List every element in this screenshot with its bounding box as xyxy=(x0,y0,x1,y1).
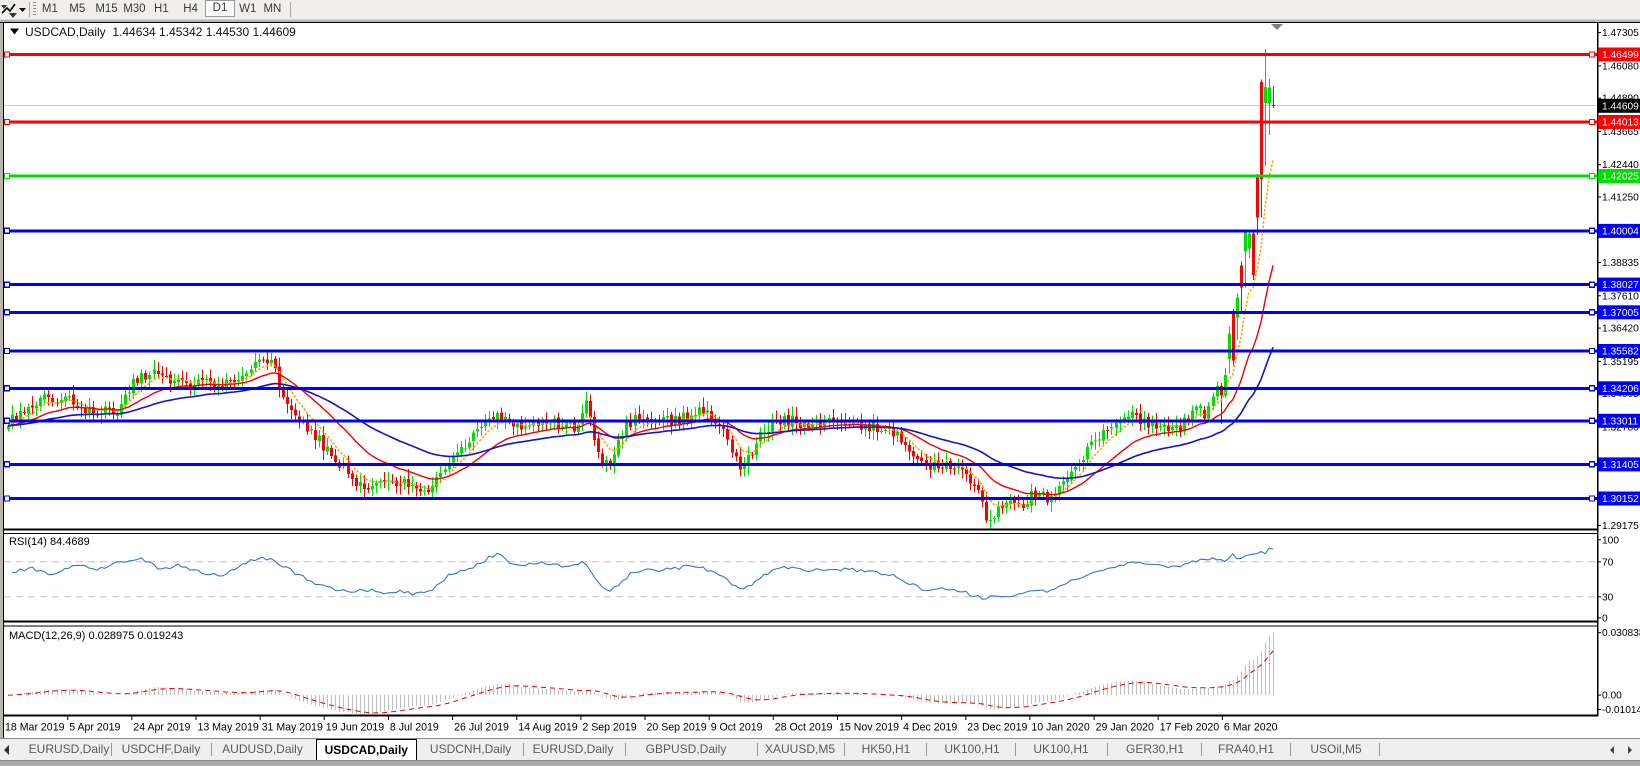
svg-text:1.44609: 1.44609 xyxy=(1602,101,1639,112)
svg-text:1.46080: 1.46080 xyxy=(1602,61,1639,72)
svg-text:1.38027: 1.38027 xyxy=(1602,280,1639,291)
svg-text:100: 100 xyxy=(1602,535,1619,546)
svg-text:0.030838: 0.030838 xyxy=(1602,628,1640,639)
svg-text:1.37005: 1.37005 xyxy=(1602,308,1639,319)
svg-text:19 Jun 2019: 19 Jun 2019 xyxy=(326,722,384,734)
svg-text:4 Dec 2019: 4 Dec 2019 xyxy=(903,722,957,734)
svg-text:29 Jan 2020: 29 Jan 2020 xyxy=(1096,722,1154,734)
svg-text:0: 0 xyxy=(1602,613,1608,624)
svg-text:1.46499: 1.46499 xyxy=(1602,50,1639,61)
svg-text:5 Apr 2019: 5 Apr 2019 xyxy=(69,722,120,734)
svg-text:8 Jul 2019: 8 Jul 2019 xyxy=(390,722,439,734)
svg-text:26 Jul 2019: 26 Jul 2019 xyxy=(454,722,509,734)
svg-text:31 May 2019: 31 May 2019 xyxy=(262,722,323,734)
svg-text:1.41250: 1.41250 xyxy=(1602,193,1639,204)
svg-text:13 May 2019: 13 May 2019 xyxy=(198,722,259,734)
svg-text:1.37610: 1.37610 xyxy=(1602,291,1639,302)
svg-text:1.35582: 1.35582 xyxy=(1602,347,1639,358)
svg-text:1.33011: 1.33011 xyxy=(1602,416,1638,427)
svg-text:1.42440: 1.42440 xyxy=(1602,160,1639,171)
svg-text:18 Mar 2019: 18 Mar 2019 xyxy=(5,722,65,734)
svg-text:1.32780: 1.32780 xyxy=(1602,423,1639,434)
svg-text:1.31405: 1.31405 xyxy=(1602,460,1639,471)
svg-text:1.36420: 1.36420 xyxy=(1602,324,1639,335)
svg-text:10 Jan 2020: 10 Jan 2020 xyxy=(1031,722,1089,734)
svg-text:9 Oct 2019: 9 Oct 2019 xyxy=(711,722,763,734)
svg-text:24 Apr 2019: 24 Apr 2019 xyxy=(133,722,190,734)
svg-text:6 Mar 2020: 6 Mar 2020 xyxy=(1224,722,1278,734)
svg-text:1.29175: 1.29175 xyxy=(1602,521,1639,532)
svg-text:17 Feb 2020: 17 Feb 2020 xyxy=(1160,722,1220,734)
svg-text:20 Sep 2019: 20 Sep 2019 xyxy=(647,722,707,734)
svg-text:1.38835: 1.38835 xyxy=(1602,258,1639,269)
svg-text:1.40004: 1.40004 xyxy=(1602,226,1639,237)
svg-text:70: 70 xyxy=(1602,557,1614,568)
svg-text:28 Oct 2019: 28 Oct 2019 xyxy=(775,722,833,734)
svg-text:15 Nov 2019: 15 Nov 2019 xyxy=(839,722,899,734)
svg-text:-0.010144: -0.010144 xyxy=(1602,705,1640,716)
svg-text:2 Sep 2019: 2 Sep 2019 xyxy=(582,722,636,734)
svg-text:1.30152: 1.30152 xyxy=(1602,494,1639,505)
svg-text:1.42025: 1.42025 xyxy=(1602,172,1639,183)
svg-text:30: 30 xyxy=(1602,592,1614,603)
svg-text:23 Dec 2019: 23 Dec 2019 xyxy=(967,722,1027,734)
svg-text:RSI(14) 84.4689: RSI(14) 84.4689 xyxy=(9,536,90,548)
svg-text:1.34206: 1.34206 xyxy=(1602,384,1639,395)
svg-text:MACD(12,26,9) 0.028975 0.01924: MACD(12,26,9) 0.028975 0.019243 xyxy=(9,630,183,642)
svg-text:1.44013: 1.44013 xyxy=(1602,118,1639,129)
svg-text:1.43665: 1.43665 xyxy=(1602,127,1639,138)
svg-text:USDCAD,Daily 1.44634 1.45342: USDCAD,Daily 1.44634 1.45342 1.44530 1.4… xyxy=(25,25,296,39)
svg-text:1.35195: 1.35195 xyxy=(1602,357,1639,368)
svg-text:1.47305: 1.47305 xyxy=(1602,28,1639,39)
svg-text:0.00: 0.00 xyxy=(1602,691,1622,702)
svg-text:14 Aug 2019: 14 Aug 2019 xyxy=(518,722,578,734)
